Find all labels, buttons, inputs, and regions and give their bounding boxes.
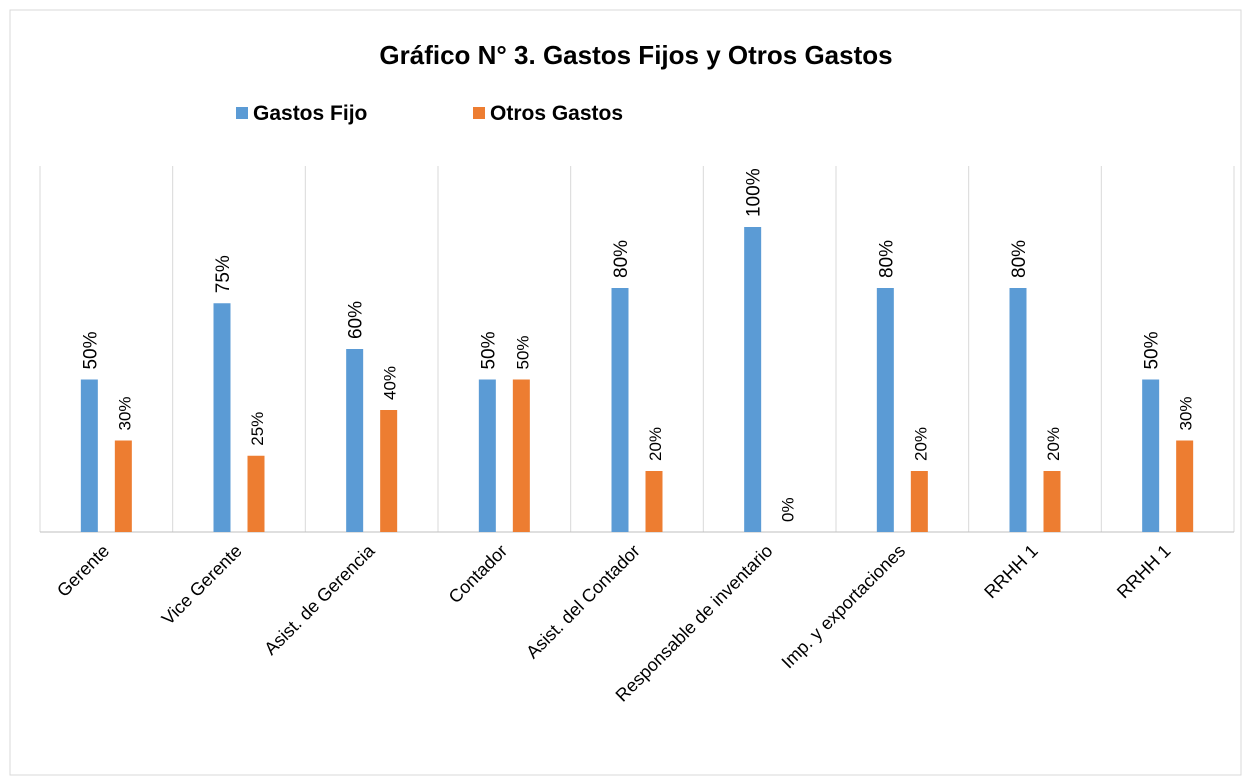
bar [1009,288,1027,532]
value-label: 30% [1177,396,1196,430]
bar [611,288,629,532]
value-label: 60% [346,301,367,339]
value-label: 0% [779,497,798,522]
bar [744,227,762,532]
value-label: 50% [80,331,101,369]
legend-swatch [473,107,485,119]
legend-label: Otros Gastos [490,102,623,125]
value-label: 75% [213,255,234,293]
bar [1176,440,1194,532]
bar [512,379,530,532]
bar [1142,379,1160,532]
value-label: 20% [646,427,665,461]
chart-title: Gráfico N° 3. Gastos Fijos y Otros Gasto… [379,40,892,70]
bar [247,455,265,532]
bar [645,471,663,532]
bar [910,471,928,532]
value-label: 20% [911,427,930,461]
bar [478,379,496,532]
legend-swatch [236,107,248,119]
value-label: 80% [611,240,632,278]
bar [213,303,231,532]
value-label: 40% [381,366,400,400]
bar [346,349,364,532]
value-label: 50% [478,331,499,369]
value-label: 80% [876,240,897,278]
value-label: 30% [115,396,134,430]
value-label: 100% [744,168,765,217]
value-label: 50% [513,335,532,369]
bar [380,410,398,532]
bar [114,440,132,532]
legend-label: Gastos Fijo [253,102,367,125]
value-label: 25% [248,412,267,446]
bar [876,288,894,532]
value-label: 20% [1044,427,1063,461]
value-label: 80% [1009,240,1030,278]
bar [80,379,98,532]
value-label: 50% [1142,331,1163,369]
bar [1043,471,1061,532]
